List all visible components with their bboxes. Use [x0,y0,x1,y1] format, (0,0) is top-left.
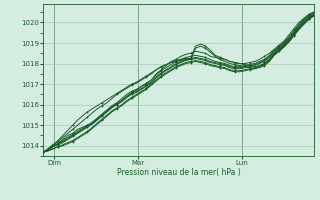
X-axis label: Pression niveau de la mer( hPa ): Pression niveau de la mer( hPa ) [116,168,240,177]
